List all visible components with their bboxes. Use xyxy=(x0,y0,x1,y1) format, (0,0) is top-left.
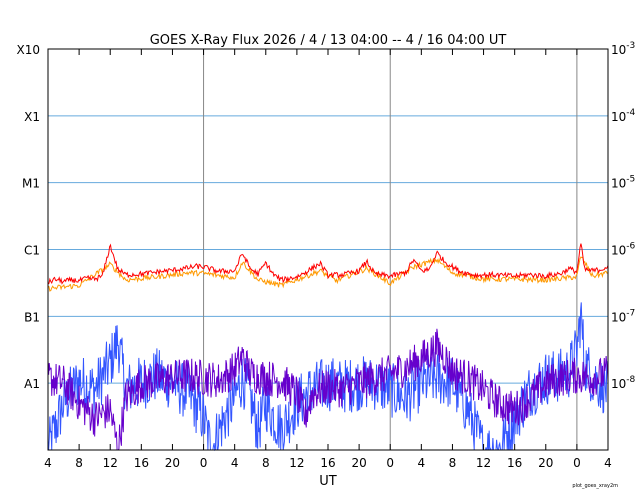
x-tick-label: 4 xyxy=(44,456,52,470)
right-tick-label: 10-3 xyxy=(611,41,635,57)
plot-frame xyxy=(47,48,609,451)
x-tick-label: 4 xyxy=(231,456,239,470)
x-tick-label: 0 xyxy=(200,456,208,470)
x-tick-label: 16 xyxy=(320,456,335,470)
x-tick-label: 0 xyxy=(573,456,581,470)
x-tick-label: 8 xyxy=(75,456,83,470)
right-tick-label: 10-5 xyxy=(611,175,635,191)
series-group xyxy=(47,243,609,452)
flare-class-label: C1 xyxy=(24,244,40,258)
right-tick-label: 10-8 xyxy=(611,375,636,391)
x-tick-label: 8 xyxy=(262,456,270,470)
x-tick-label: 4 xyxy=(604,456,612,470)
x-tick-label: 0 xyxy=(386,456,394,470)
flare-class-label: B1 xyxy=(24,310,40,324)
flare-class-label: X10 xyxy=(17,43,41,57)
right-tick-label: 10-7 xyxy=(611,308,635,324)
flare-class-labels: X10 X1 M1 C1 B1 A1 xyxy=(17,43,41,391)
x-axis-label: UT xyxy=(319,474,337,489)
x-tick-label: 20 xyxy=(165,456,180,470)
corner-note: plot_goes_xray2m xyxy=(572,483,618,489)
x-tick-label: 20 xyxy=(538,456,553,470)
x-tick-label: 16 xyxy=(507,456,522,470)
x-tick-label: 4 xyxy=(418,456,426,470)
x-tick-label: 20 xyxy=(351,456,366,470)
chart-title: GOES X-Ray Flux 2026 / 4 / 13 04:00 -- 4… xyxy=(150,33,507,48)
x-tick-label: 12 xyxy=(289,456,304,470)
x-tick-label: 8 xyxy=(449,456,457,470)
right-tick-label: 10-6 xyxy=(611,242,636,258)
flare-class-label: M1 xyxy=(22,177,40,191)
x-tick-label: 12 xyxy=(476,456,491,470)
flare-class-label: X1 xyxy=(24,110,40,124)
x-tick-label: 12 xyxy=(103,456,118,470)
series-line-2 xyxy=(47,328,609,451)
x-tick-label: 16 xyxy=(134,456,149,470)
series-line-0 xyxy=(47,243,609,285)
grid-lines xyxy=(48,49,608,450)
x-tick-labels: 4 8 12 16 20 0 4 8 12 16 20 0 4 8 12 16 20 0 4 xyxy=(44,456,612,470)
right-tick-labels: 10-3 10-4 10-5 10-6 10-7 10-8 xyxy=(611,41,636,391)
flare-class-label: A1 xyxy=(24,377,40,391)
right-tick-label: 10-4 xyxy=(611,108,636,124)
